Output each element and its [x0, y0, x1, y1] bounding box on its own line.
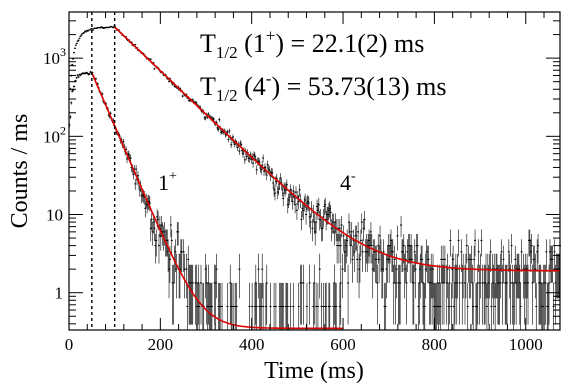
x-tick-label: 1000: [509, 335, 543, 354]
plot-frame: [68, 11, 561, 331]
y-tick-label: 102: [43, 123, 66, 146]
tick-layer: [68, 12, 560, 330]
fit-curve-1: [114, 26, 560, 272]
x-tick-label: 0: [65, 335, 74, 354]
fit-curve-0: [91, 72, 343, 330]
series-1-points: [68, 25, 561, 330]
series-label-4minus: 4-: [340, 169, 356, 195]
data-layer: [68, 25, 561, 330]
y-tick-label: 10: [46, 206, 63, 225]
y-tick-label: 103: [43, 45, 66, 68]
y-tick-label: 1: [55, 284, 64, 303]
halflife-annotation-2: T1/2 (4-) = 53.73(13) ms: [200, 69, 446, 105]
fit-layer: [91, 26, 560, 330]
y-axis-label: Counts / ms: [7, 114, 33, 229]
series-0-points: [68, 70, 342, 330]
x-tick-label: 600: [330, 335, 356, 354]
vline-layer: [91, 12, 116, 330]
series-label-1plus: 1+: [158, 169, 177, 195]
label-layer: 0 200 400 600 800 1000 1 10 102 103: [43, 45, 543, 354]
halflife-annotation-1: T1/2 (1+) = 22.1(2) ms: [200, 26, 424, 62]
x-tick-label: 200: [148, 335, 174, 354]
x-axis-label: Time (ms): [264, 358, 364, 383]
x-tick-label: 800: [422, 335, 448, 354]
x-tick-label: 400: [239, 335, 265, 354]
